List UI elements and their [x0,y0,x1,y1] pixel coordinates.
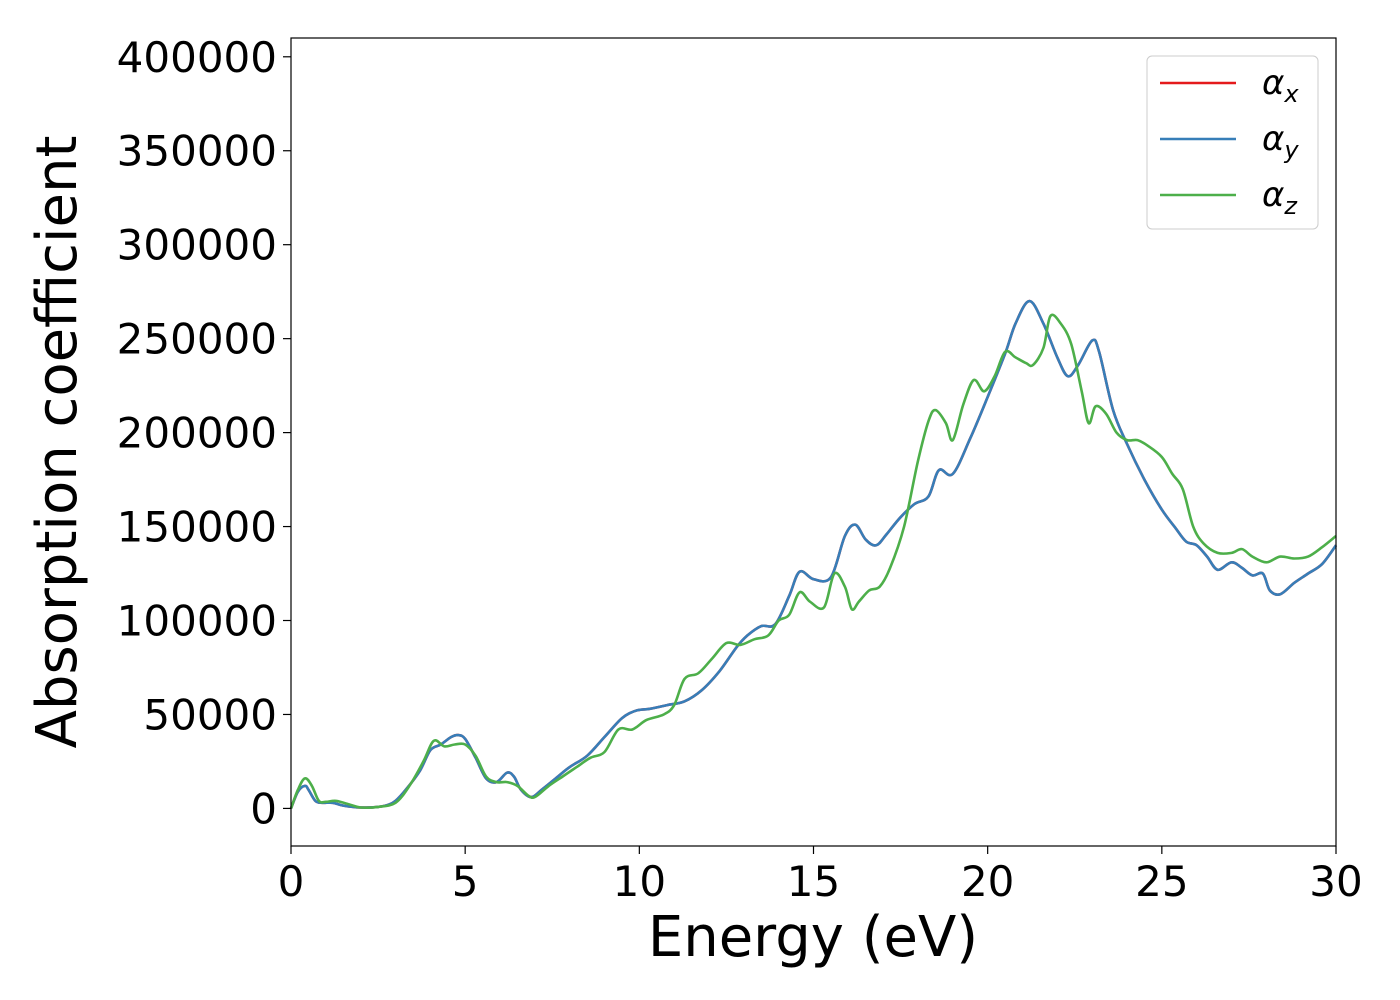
y-tick-label: 300000 [117,221,277,270]
y-tick-label: 200000 [117,409,277,458]
y-axis-label: Absorption coefficient [25,136,90,749]
legend-box [1146,55,1319,230]
x-tick-label: 0 [278,857,305,906]
y-tick-label: 250000 [117,315,277,364]
y-tick-label: 350000 [117,127,277,176]
y-tick-label: 0 [250,784,277,833]
x-tick-label: 5 [452,857,479,906]
x-tick-label: 30 [1309,857,1362,906]
y-tick-label: 100000 [117,597,277,646]
x-tick-label: 10 [613,857,666,906]
y-axis: 0 50000 100000 150000 200000 250000 300000 3500… [117,33,291,833]
y-tick-label: 50000 [143,690,277,739]
series-line-z [289,313,1337,809]
x-tick-label: 25 [1135,857,1188,906]
y-tick-label: 150000 [117,503,277,552]
series-line-x [289,299,1338,809]
plot-area [289,299,1338,809]
y-tick-label: 400000 [117,33,277,82]
x-tick-label: 15 [787,857,840,906]
x-axis-label: Energy (eV) [648,905,978,970]
x-tick-label: 20 [961,857,1014,906]
series-line-y [289,299,1338,809]
x-axis: 0 5 10 15 20 25 30 [278,846,1363,906]
